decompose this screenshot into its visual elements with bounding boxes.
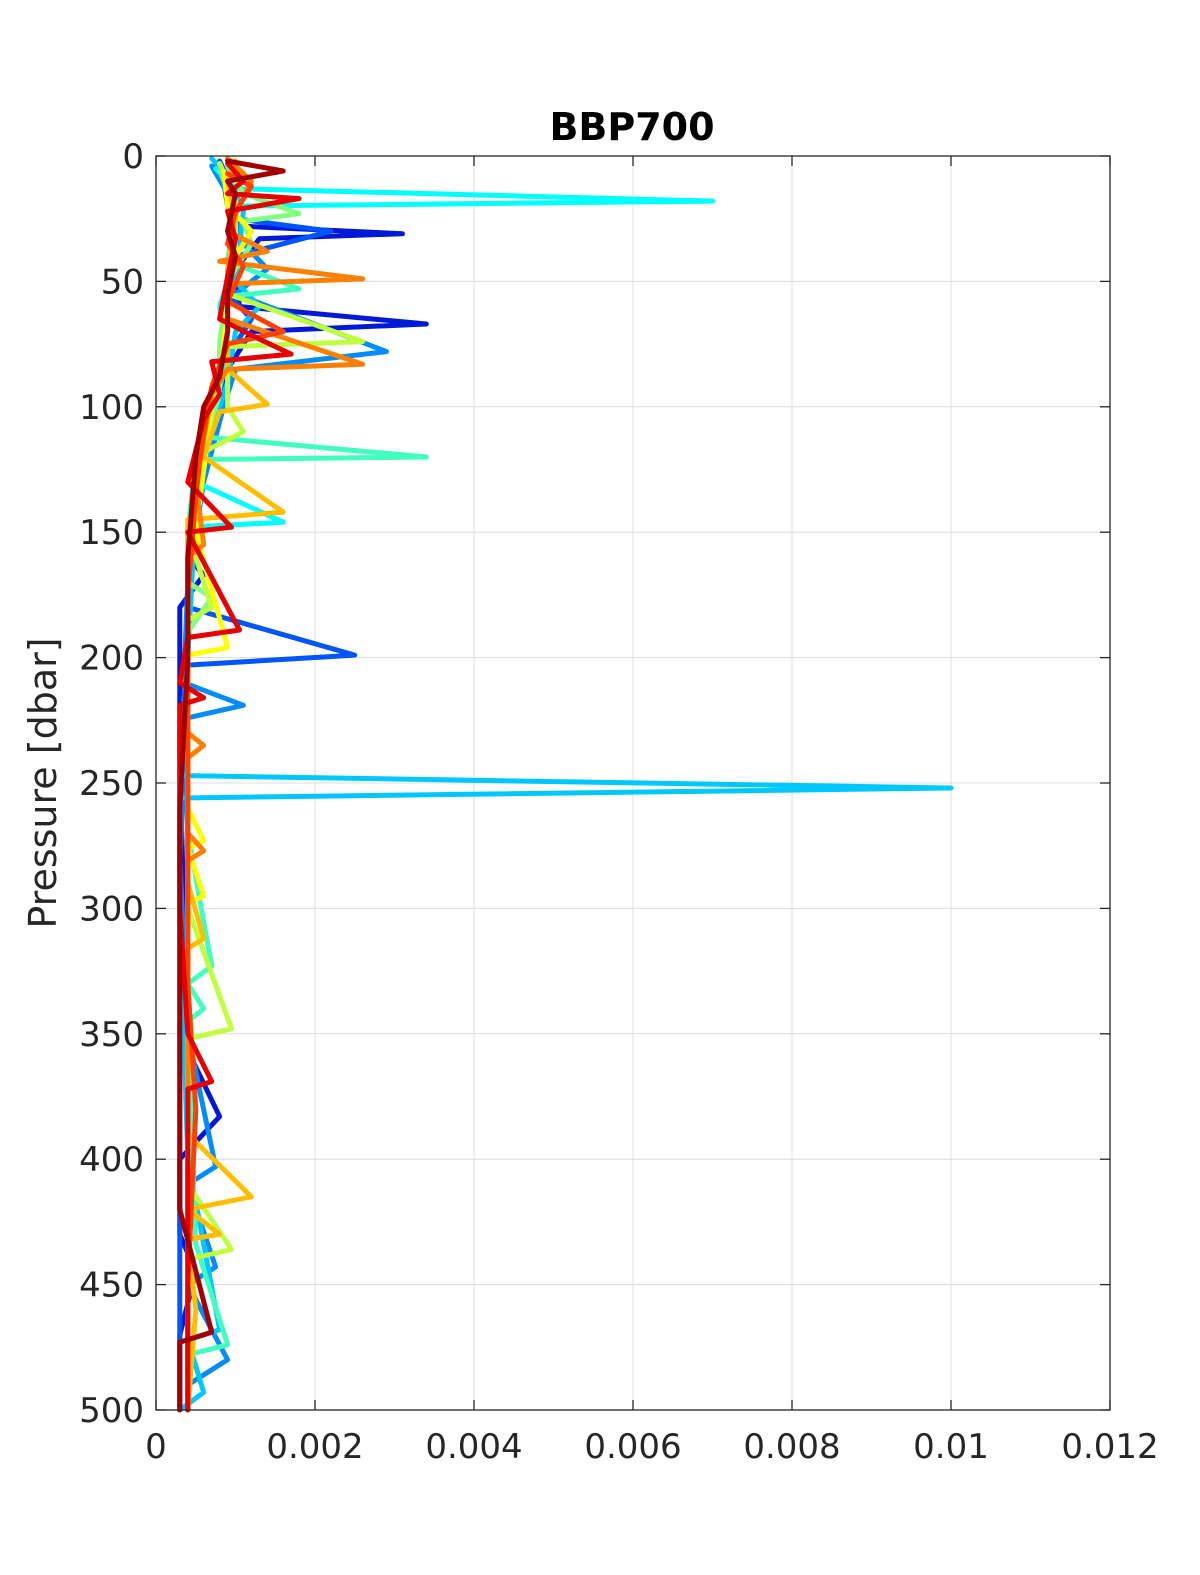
y-tick-label: 400 [79,1140,144,1180]
x-tick-label: 0.002 [266,1427,363,1467]
profile-line-1 [177,161,429,1413]
x-tick-label: 0 [145,1427,167,1467]
y-tick-label: 0 [122,137,144,177]
x-tick-label: 0.012 [1061,1427,1158,1467]
y-axis-label: Pressure [dbar] [21,637,65,928]
y-tick-label: 450 [79,1266,144,1306]
y-tick-label: 50 [101,262,144,302]
profile-line-14 [177,158,286,1413]
x-tick-label: 0.004 [425,1427,522,1467]
x-tick-label: 0.008 [743,1427,840,1467]
y-tick-label: 100 [79,388,144,428]
y-tick-label: 150 [79,513,144,553]
profile-line-8 [185,161,366,1413]
y-tick-label: 350 [79,1015,144,1055]
y-tick-label: 200 [79,639,144,679]
chart-title: BBP700 [549,105,714,149]
plot-frame [155,155,1111,1411]
series-layer [177,156,954,1413]
x-tick-label: 0.006 [584,1427,681,1467]
y-tick-label: 500 [79,1391,144,1431]
axes-layer: 0 0.002 0.004 0.006 0.008 0.01 0.012 0 50 100 150 2… [79,137,1159,1467]
y-tick-label: 250 [79,764,144,804]
x-tick-label: 0.01 [913,1427,989,1467]
y-tick-label: 300 [79,889,144,929]
